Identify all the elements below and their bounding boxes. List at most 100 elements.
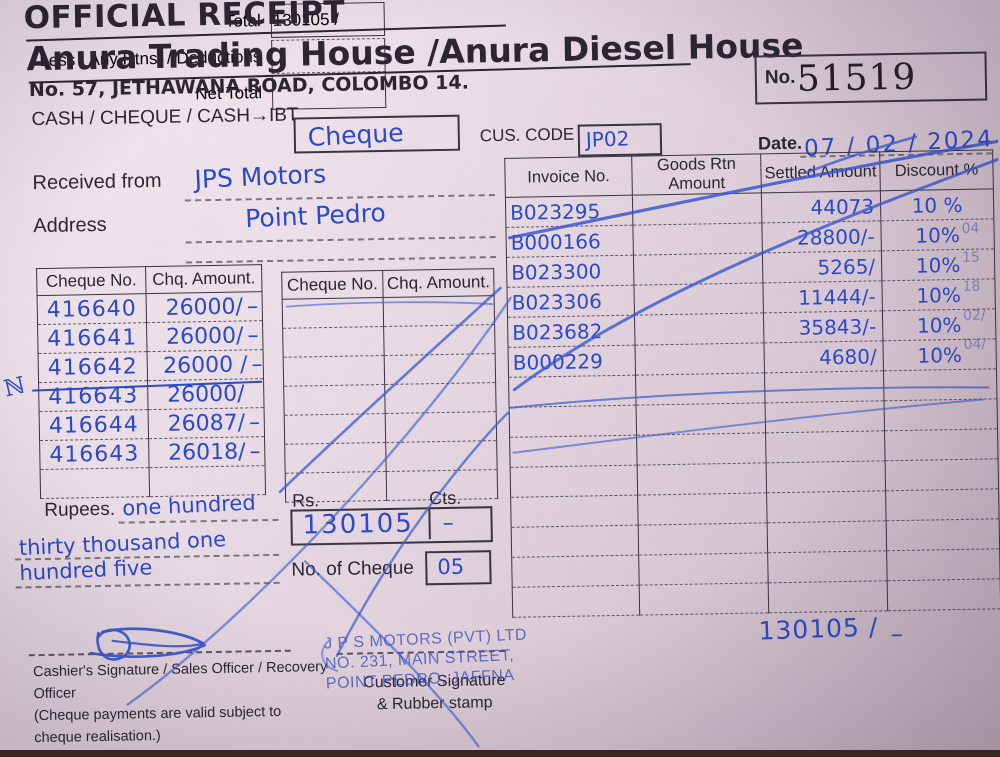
goods-rtn-cell (634, 342, 765, 376)
total-handwritten-value: 130105 / (758, 612, 879, 646)
goods-rtn-cell (633, 282, 764, 316)
edge-faint-column: 04 15 18 02/04/ (961, 186, 987, 360)
chq-amount-cell (385, 440, 498, 472)
invoice-no-cell (508, 375, 637, 408)
received-from-label: Received from (32, 169, 162, 195)
goods-rtn-cell (638, 522, 768, 556)
cheque-no-cell: 416641 (37, 322, 148, 354)
discount-cell (887, 578, 1000, 611)
table-row (282, 324, 496, 358)
table-row: 416644 26087/– (39, 407, 265, 441)
payment-method-label: CASH / CHEQUE / CASH→IBT (31, 104, 299, 131)
settled-amount-cell (766, 460, 886, 493)
cheque-no-cell (284, 413, 386, 445)
receipt-number-value: 51519 (796, 56, 917, 100)
rubber-stamp: J P S MOTORS (PVT) LTD NO. 231, MAIN STR… (324, 623, 576, 694)
cheque-no-cell (283, 355, 385, 387)
col-goods-rtn-amount: Goods Rtn Amount (631, 153, 762, 196)
receipt-number-label: No. (764, 66, 796, 89)
address-label: Address (33, 213, 107, 238)
col-cheque-no: Cheque No. (281, 270, 384, 300)
edge-faint-value: 04 (961, 220, 980, 237)
total-handwritten-tail: – (890, 619, 904, 649)
goods-rtn-cell (637, 462, 767, 496)
discount-cell (884, 398, 998, 431)
received-from-value: JPS Motors (193, 159, 327, 195)
table-row (282, 295, 495, 329)
col-chq-amount: Chq. Amount. (145, 264, 263, 294)
cts-value: – (442, 510, 454, 537)
invoice-no-cell (512, 585, 640, 618)
discount-cell (885, 458, 999, 491)
chq-amount-cell (384, 382, 497, 414)
amount-words-line-1: one hundred (121, 490, 257, 521)
invoice-no-cell (509, 435, 638, 468)
goods-rtn-cell (636, 402, 766, 436)
cashier-note: Cashier's Signature / Sales Officer / Re… (33, 656, 334, 749)
table-row: 416642 26000 /– (38, 349, 264, 383)
cus-code-value: JP02 (585, 126, 630, 152)
goods-rtn-cell (634, 312, 764, 346)
goods-rtn-cell (638, 552, 769, 586)
edge-faint-value: 02/ (962, 307, 986, 324)
chq-amount-cell: 26000/– (146, 291, 263, 323)
cheque-no-cell (283, 384, 386, 416)
cheque-no-cell (282, 326, 385, 358)
col-cheque-no: Cheque No. (36, 266, 147, 296)
settled-amount-cell: 28800/- (761, 220, 882, 253)
customer-note-line-2: & Rubber stamp (376, 694, 493, 714)
discount-cell (885, 488, 1000, 521)
table-row: 416643 26018/– (39, 436, 266, 470)
words-line-1 (118, 518, 279, 524)
table-row (283, 353, 496, 387)
settled-amount-cell (767, 520, 887, 553)
cheque-no-cell (282, 297, 384, 329)
invoice-no-cell: B000229 (508, 345, 636, 378)
goods-rtn-cell (637, 492, 768, 526)
rs-value: 130105 (302, 508, 415, 541)
chq-amount-cell: 26018/– (148, 436, 266, 468)
chq-amount-cell: 26087/– (148, 407, 265, 439)
settled-amount-cell: 4680/ (763, 340, 884, 373)
edge-faint-value: 15 (961, 249, 980, 266)
goods-rtn-cell (632, 192, 762, 226)
settled-amount-cell (765, 430, 886, 463)
settled-amount-cell (768, 580, 888, 613)
table-row (284, 440, 498, 474)
invoice-no-cell (511, 525, 639, 558)
table-header-row: Cheque No. Chq. Amount. (36, 264, 263, 296)
cashier-signature-line (28, 649, 291, 657)
cheque-no-cell: 416640 (37, 293, 147, 325)
goods-rtn-cell (633, 252, 763, 286)
edge-faint-value (961, 186, 984, 215)
discount-cell (886, 518, 1000, 551)
table-header-row: Cheque No. Chq. Amount. (281, 268, 495, 300)
col-settled-amount: Settled Amount (760, 151, 881, 193)
invoice-no-cell: B023300 (506, 255, 634, 288)
chq-amount-cell (384, 353, 496, 385)
rupees-label: Rupees. (44, 498, 116, 521)
chq-amount-cell (383, 295, 495, 327)
chq-amount-cell: 26000 /– (147, 349, 264, 381)
invoice-no-cell: B023306 (506, 285, 635, 318)
edge-faint-value: 18 (962, 278, 981, 295)
settled-amount-cell (764, 370, 885, 403)
invoice-no-cell: B023682 (507, 315, 635, 348)
chq-amount-cell: 26000/– (146, 320, 264, 352)
invoice-no-cell (510, 465, 638, 498)
goods-rtn-cell (639, 582, 769, 616)
correction-initial: ℕ (1, 372, 28, 403)
address-value: Point Pedro (244, 198, 387, 234)
invoice-no-cell: B000166 (505, 225, 634, 258)
discount-cell (886, 548, 1000, 581)
no-of-cheque-label: No. of Cheque (291, 557, 415, 581)
invoice-no-cell (510, 495, 639, 528)
address-fill-line-1 (185, 236, 496, 244)
settled-amount-cell (765, 400, 885, 433)
col-chq-amount: Chq. Amount. (382, 268, 495, 298)
settled-amount-cell: 5265/ (762, 250, 882, 283)
settled-amount-cell: 11444/- (762, 280, 883, 313)
settled-amount-cell: 44073 (761, 190, 881, 223)
cashier-note-line-1: Cashier's Signature / Sales Officer / Re… (32, 659, 328, 703)
